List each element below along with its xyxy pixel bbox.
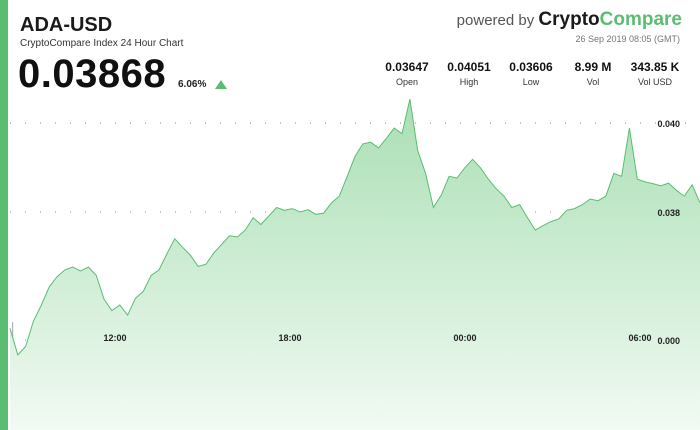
stat-vol-value: 8.99 M bbox=[574, 60, 612, 74]
stat-vol-usd-label: Vol USD bbox=[637, 77, 672, 87]
stat-high-label: High bbox=[459, 77, 479, 87]
stat-open-value: 0.03647 bbox=[385, 60, 429, 74]
stat-low-label: Low bbox=[522, 77, 540, 87]
change-percent: 6.06% bbox=[178, 79, 207, 90]
timestamp: 26 Sep 2019 08:05 (GMT) bbox=[575, 34, 680, 44]
stat-open: 0.03647 Open bbox=[376, 60, 438, 87]
up-arrow-icon bbox=[215, 80, 227, 89]
y-tick-label: 0.038 bbox=[657, 208, 680, 218]
brand-prefix: powered by bbox=[456, 12, 535, 29]
x-tick-label: 12:00 bbox=[103, 333, 126, 343]
pair-title: ADA-USD bbox=[20, 14, 113, 36]
stat-low: 0.03606 Low bbox=[500, 60, 562, 87]
x-tick-label: 00:00 bbox=[453, 333, 476, 343]
stat-vol-label: Vol bbox=[586, 77, 600, 87]
stats-panel: 0.03647 Open 0.04051 High 0.03606 Low 8.… bbox=[376, 60, 686, 87]
stat-low-value: 0.03606 bbox=[509, 60, 553, 74]
brand-name-b: Compare bbox=[599, 9, 682, 30]
y-tick-label: 0.040 bbox=[657, 119, 680, 129]
x-tick-label: 18:00 bbox=[278, 333, 301, 343]
x-tick-label: 06:00 bbox=[628, 333, 651, 343]
accent-bar bbox=[0, 0, 8, 430]
stat-open-label: Open bbox=[395, 77, 419, 87]
y-tick-label: 0.000 bbox=[657, 336, 680, 346]
chart-subtitle: CryptoCompare Index 24 Hour Chart bbox=[20, 38, 184, 49]
stat-vol-usd: 343.85 K Vol USD bbox=[624, 60, 686, 87]
brand-logo[interactable]: powered by CryptoCompare bbox=[457, 9, 682, 31]
current-price: 0.03868 bbox=[18, 52, 167, 96]
stat-high-value: 0.04051 bbox=[447, 60, 491, 74]
stat-vol-usd-value: 343.85 K bbox=[630, 60, 680, 74]
price-line bbox=[9, 98, 700, 356]
brand-name-a: Crypto bbox=[538, 9, 600, 30]
stat-vol: 8.99 M Vol bbox=[562, 60, 624, 87]
price-area bbox=[10, 99, 700, 430]
stat-high: 0.04051 High bbox=[438, 60, 500, 87]
